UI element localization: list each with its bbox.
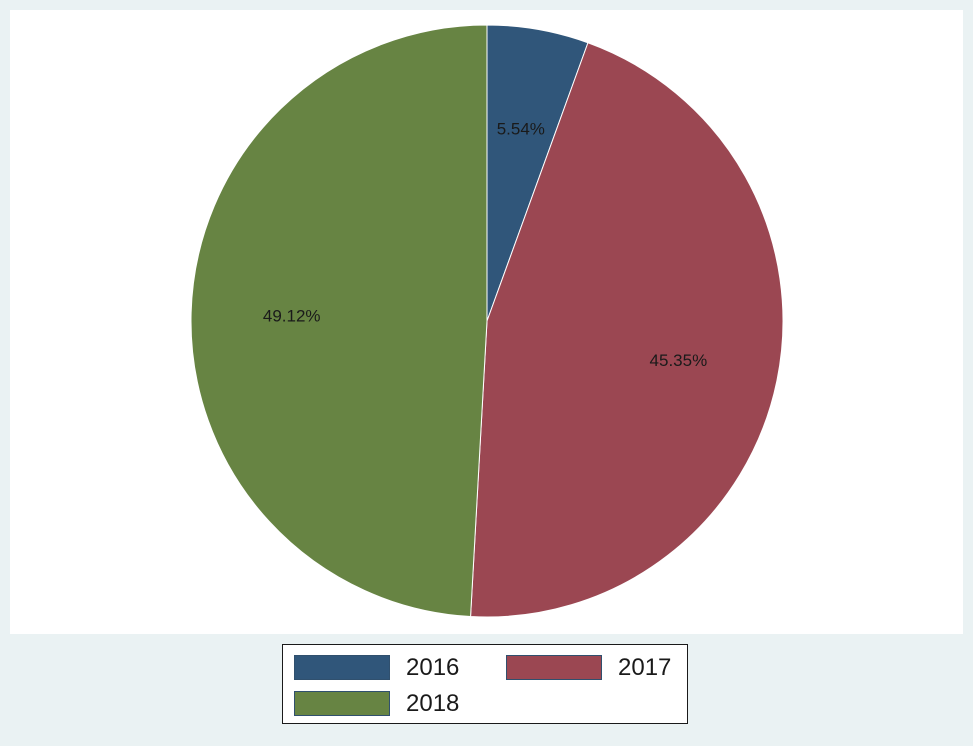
legend-swatch-2017 [506,655,602,680]
legend-label-2017: 2017 [618,654,672,681]
slice-label-2018: 49.12% [263,307,321,326]
legend-swatch-2016 [294,655,390,680]
plot-region: 5.54% 45.35% 49.12% [10,10,963,634]
pie-chart: 5.54% 45.35% 49.12% [190,24,784,618]
legend-label-2018: 2018 [406,690,460,717]
slice-label-2016: 5.54% [497,120,545,139]
legend-label-2016: 2016 [406,654,460,681]
legend-swatch-2018 [294,691,390,716]
slice-label-2017: 45.35% [650,351,708,370]
pie-slice-2018 [190,24,488,618]
pie-slice-2017 [470,42,784,618]
legend: 2016 2017 2018 [282,644,688,724]
